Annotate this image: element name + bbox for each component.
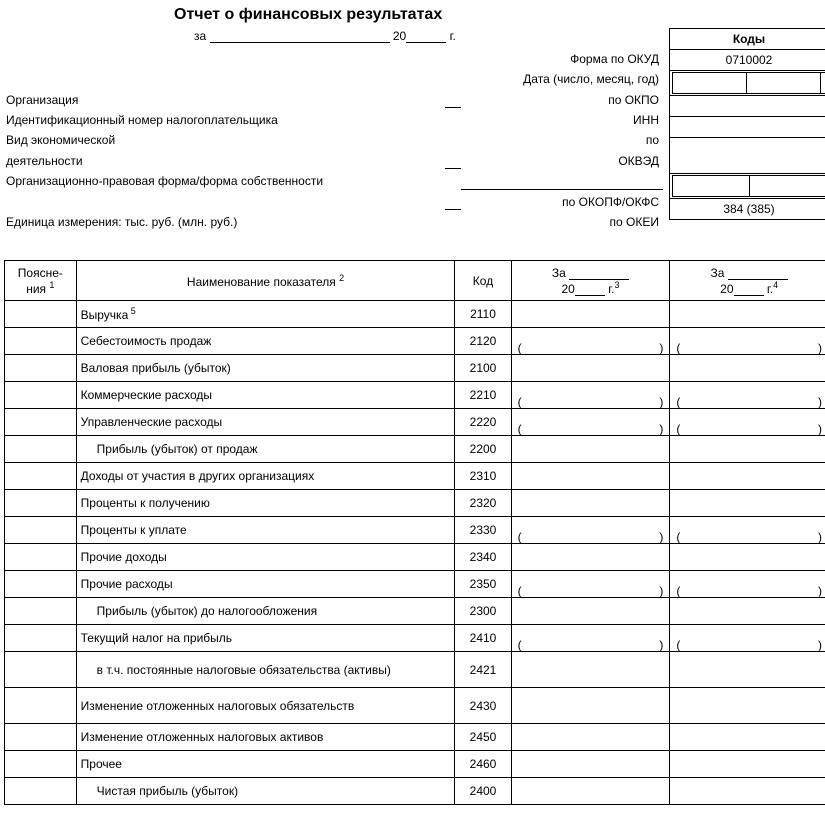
table-row: Управленческие расходы2220	[5, 409, 825, 436]
header-info: Форма по ОКУД Дата (число, месяц, год) О…	[4, 47, 663, 230]
table-row: Прибыль (убыток) до налогообложения2300	[5, 598, 825, 625]
main-table: Поясне- ния 1 Наименование показателя 2 …	[4, 260, 825, 805]
table-row: Текущий налог на прибыль2410	[5, 625, 825, 652]
col-period-2: За 20 г.4	[670, 261, 825, 301]
table-row: Выручка 52110	[5, 301, 825, 328]
col-period-1: За 20 г.3	[511, 261, 670, 301]
table-row: Прочие доходы2340	[5, 544, 825, 571]
table-row: Валовая прибыль (убыток)2100	[5, 355, 825, 382]
table-row: Себестоимость продаж2120	[5, 328, 825, 355]
table-row: Изменение отложенных налоговых активов24…	[5, 724, 825, 751]
period-line: за 20 г.	[4, 28, 663, 43]
table-row: Коммерческие расходы2210	[5, 382, 825, 409]
table-row: Изменение отложенных налоговых обязатель…	[5, 688, 825, 724]
table-row: в т.ч. постоянные налоговые обязательств…	[5, 652, 825, 688]
table-row: Прибыль (убыток) от продаж2200	[5, 436, 825, 463]
table-row: Проценты к получению2320	[5, 490, 825, 517]
col-name: Наименование показателя 2	[76, 261, 455, 301]
table-row: Проценты к уплате2330	[5, 517, 825, 544]
table-row: Прочие расходы2350	[5, 571, 825, 598]
report-title: Отчет о финансовых результатах	[4, 6, 825, 24]
col-code: Код	[455, 261, 511, 301]
table-row: Доходы от участия в других организациях2…	[5, 463, 825, 490]
codes-box: Коды 0710002 384 (385)	[669, 28, 825, 220]
table-row: Чистая прибыль (убыток)2400	[5, 778, 825, 805]
table-row: Прочее2460	[5, 751, 825, 778]
col-explain: Поясне- ния 1	[5, 261, 77, 301]
